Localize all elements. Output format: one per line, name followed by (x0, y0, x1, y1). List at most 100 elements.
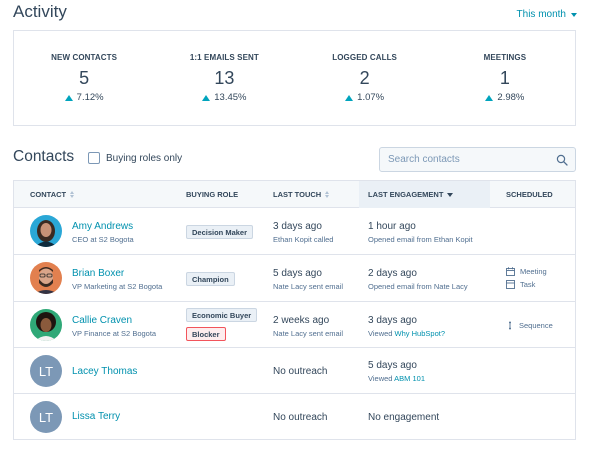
column-header-last-touch[interactable]: LAST TOUCH (273, 181, 330, 208)
last-engagement-detail: Viewed Why HubSpot? (368, 329, 445, 338)
column-header-last-engagement[interactable]: LAST ENGAGEMENT (359, 181, 490, 208)
stat-value: 5 (79, 68, 90, 88)
search-box (379, 147, 576, 172)
engagement-prefix: Viewed (368, 374, 395, 383)
stat-label: LOGGED CALLS (332, 53, 397, 62)
stat-change-value: 1.07% (357, 92, 385, 103)
period-label: This month (516, 9, 566, 20)
task-icon (506, 280, 515, 289)
period-dropdown[interactable]: This month (517, 9, 577, 20)
search-icon[interactable] (556, 154, 568, 166)
last-touch: No outreach (273, 412, 328, 423)
stat-new-contacts: NEW CONTACTS 5 7.12% (14, 31, 154, 125)
stat-logged-calls: LOGGED CALLS 2 1.07% (295, 31, 435, 125)
contact-name-link[interactable]: Lacey Thomas (72, 366, 138, 377)
engagement-link[interactable]: ABM 101 (394, 374, 425, 383)
avatar: LT (30, 355, 62, 387)
avatar (30, 262, 62, 294)
table-header: CONTACT BUYING ROLE LAST TOUCH LAST ENGA… (14, 181, 575, 208)
buying-roles-only-toggle[interactable]: Buying roles only (88, 152, 182, 164)
last-engagement: 1 hour ago (368, 221, 416, 232)
stat-change-value: 2.98% (497, 92, 525, 103)
buying-roles-label: Buying roles only (106, 152, 183, 164)
last-engagement-detail: Opened email from Ethan Kopit (368, 235, 473, 244)
column-header-buying-role: BUYING ROLE (186, 181, 238, 208)
buying-roles-checkbox[interactable] (88, 152, 100, 164)
last-engagement: No engagement (368, 412, 440, 423)
triangle-up-icon (202, 94, 211, 101)
last-touch: 3 days ago (273, 221, 322, 232)
stat-change: 7.12% (64, 92, 104, 103)
stat-change-value: 13.45% (214, 92, 247, 103)
activity-title: Activity (13, 2, 67, 21)
stat-change: 1.07% (345, 92, 384, 103)
last-touch-detail: Ethan Kopit called (273, 235, 334, 244)
sort-descending-icon (447, 192, 454, 197)
column-header-contact[interactable]: CONTACT (30, 181, 75, 208)
last-touch: 5 days ago (273, 268, 322, 279)
search-input[interactable] (380, 148, 545, 171)
table-row: Brian Boxer VP Marketing at S2 Bogota Ch… (14, 255, 575, 302)
table-row: LT Lissa Terry No outreach No engagement (14, 394, 575, 439)
avatar: LT (30, 401, 62, 433)
contact-name-link[interactable]: Callie Craven (72, 315, 133, 326)
last-engagement-detail: Opened email from Nate Lacy (368, 282, 468, 291)
table-row: Amy Andrews CEO at S2 Bogota Decision Ma… (14, 208, 575, 255)
contacts-table: CONTACT BUYING ROLE LAST TOUCH LAST ENGA… (13, 180, 576, 440)
contacts-title: Contacts (13, 148, 75, 165)
stat-label: 1:1 EMAILS SENT (189, 53, 259, 62)
sequence-icon (509, 321, 511, 330)
buying-role-tag: Economic Buyer (186, 308, 258, 322)
last-touch: 2 weeks ago (273, 315, 330, 326)
calendar-icon (506, 267, 515, 276)
buying-role-tag-blocker: Blocker (186, 327, 226, 341)
stat-label: MEETINGS (483, 53, 527, 62)
chevron-down-icon (571, 12, 577, 17)
triangle-up-icon (345, 94, 354, 101)
column-label: LAST ENGAGEMENT (368, 190, 444, 199)
stat-emails-sent: 1:1 EMAILS SENT 13 13.45% (154, 31, 294, 125)
sort-icon (70, 191, 75, 198)
table-row: LT Lacey Thomas No outreach 5 days ago V… (14, 348, 575, 394)
stat-change: 13.45% (202, 92, 246, 103)
contact-subtitle: VP Marketing at S2 Bogota (72, 282, 163, 291)
column-label: SCHEDULED (506, 190, 553, 199)
last-engagement: 3 days ago (368, 315, 417, 326)
scheduled-task[interactable]: Task (506, 280, 535, 289)
stat-value: 2 (359, 68, 370, 88)
engagement-prefix: Viewed (368, 329, 395, 338)
contact-subtitle: VP Finance at S2 Bogota (72, 329, 157, 338)
contact-name-link[interactable]: Brian Boxer (72, 268, 125, 279)
avatar (30, 309, 62, 341)
buying-role-tag: Decision Maker (186, 225, 254, 239)
contact-subtitle: CEO at S2 Bogota (72, 235, 134, 244)
scheduled-label: Meeting (520, 267, 547, 276)
stat-change: 2.98% (485, 92, 524, 103)
scheduled-meeting[interactable]: Meeting (506, 267, 547, 276)
avatar (30, 215, 62, 247)
triangle-up-icon (485, 94, 494, 101)
contact-name-link[interactable]: Lissa Terry (72, 411, 121, 422)
column-label: LAST TOUCH (273, 190, 322, 199)
activity-stats-card: NEW CONTACTS 5 7.12% 1:1 EMAILS SENT 13 … (13, 30, 576, 126)
table-row: Callie Craven VP Finance at S2 Bogota Ec… (14, 302, 575, 348)
last-engagement: 2 days ago (368, 268, 417, 279)
column-label: CONTACT (30, 190, 67, 199)
sort-icon (325, 191, 330, 198)
last-engagement: 5 days ago (368, 360, 417, 371)
stat-value: 13 (214, 68, 235, 88)
contact-name-link[interactable]: Amy Andrews (72, 221, 134, 232)
last-touch-detail: Nate Lacy sent email (273, 329, 344, 338)
column-label: BUYING ROLE (186, 190, 239, 199)
last-engagement-detail: Viewed ABM 101 (368, 374, 425, 383)
engagement-link[interactable]: Why HubSpot? (394, 329, 445, 338)
stat-meetings: MEETINGS 1 2.98% (435, 31, 575, 125)
column-header-scheduled: SCHEDULED (506, 181, 553, 208)
scheduled-label: Task (520, 280, 536, 289)
scheduled-sequence[interactable]: Sequence (506, 321, 553, 330)
stat-value: 1 (499, 68, 510, 88)
last-touch-detail: Nate Lacy sent email (273, 282, 344, 291)
triangle-up-icon (64, 94, 73, 101)
scheduled-label: Sequence (519, 321, 553, 330)
stat-change-value: 7.12% (76, 92, 104, 103)
